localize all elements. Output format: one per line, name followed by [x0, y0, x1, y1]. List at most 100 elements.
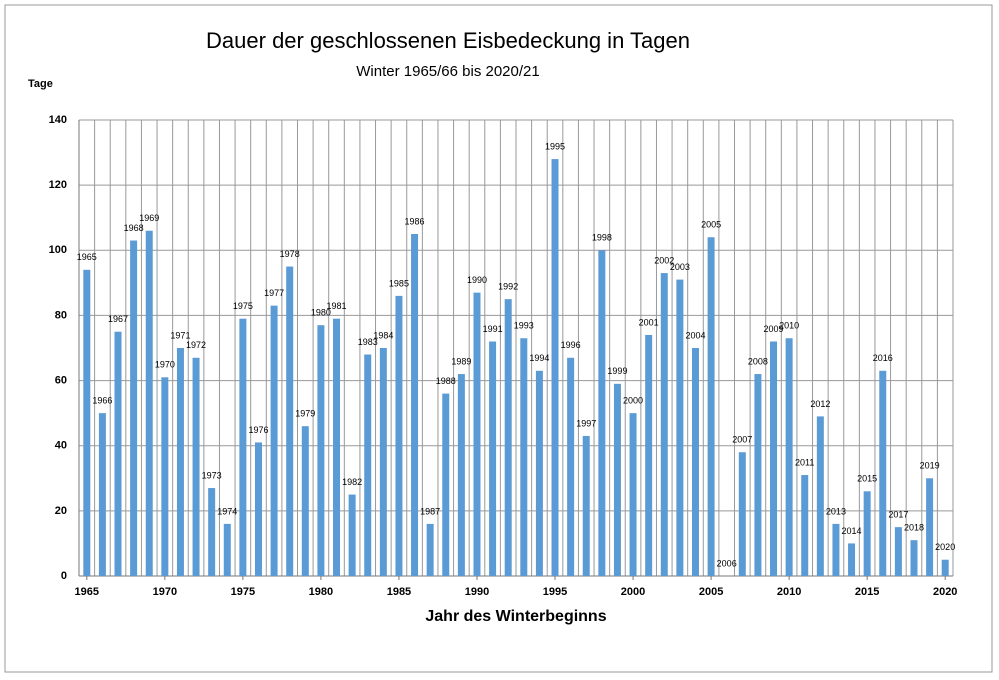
bar-label: 1995	[545, 141, 565, 151]
bar-label: 1983	[358, 337, 378, 347]
bar-label: 2020	[935, 542, 955, 552]
x-tick-label: 1985	[387, 586, 411, 598]
bar	[130, 240, 138, 576]
x-tick-label: 1990	[465, 586, 489, 598]
bar	[598, 250, 606, 577]
x-axis-label: Jahr des Winterbeginns	[425, 608, 606, 625]
bar-label: 1981	[327, 301, 347, 311]
bar	[645, 334, 653, 576]
y-tick-label: 40	[55, 440, 67, 452]
bar	[582, 435, 590, 576]
bar-label: 2006	[717, 558, 737, 568]
bar-label: 2015	[857, 474, 877, 484]
bar	[223, 523, 231, 576]
x-tick-label: 1980	[309, 586, 333, 598]
bar	[629, 413, 637, 576]
bar	[551, 159, 559, 577]
bar	[567, 357, 575, 576]
bar	[863, 491, 871, 576]
bar	[691, 348, 699, 576]
bar	[707, 237, 715, 576]
chart-border	[4, 4, 993, 673]
bar	[535, 370, 543, 576]
x-tick-label: 1975	[231, 586, 255, 598]
x-tick-label: 1970	[153, 586, 177, 598]
bar	[270, 305, 278, 576]
bar	[239, 318, 247, 576]
bar-label: 2007	[732, 435, 752, 445]
bar-label: 1972	[186, 340, 206, 350]
bar	[613, 383, 621, 576]
bar	[114, 331, 122, 576]
x-tick-label: 2015	[855, 586, 879, 598]
bar	[333, 318, 341, 576]
bar	[426, 523, 434, 576]
bar	[926, 478, 934, 576]
bar-label: 1968	[124, 223, 144, 233]
bar	[738, 452, 746, 576]
x-tick-label: 1995	[543, 586, 567, 598]
bar-label: 1984	[373, 330, 393, 340]
bar	[910, 540, 918, 576]
bar-label: 2012	[810, 399, 830, 409]
bar-label: 1969	[139, 213, 159, 223]
bar-label: 2009	[764, 324, 784, 334]
bar-label: 1965	[77, 252, 97, 262]
bar-label: 2011	[795, 457, 814, 467]
bar-label: 2018	[904, 523, 924, 533]
bar	[411, 234, 419, 576]
bar	[676, 279, 684, 576]
bar-label: 1978	[280, 249, 300, 259]
bar-label: 2004	[685, 330, 705, 340]
bar	[754, 374, 762, 576]
bar	[286, 266, 294, 576]
bar-label: 1970	[155, 360, 175, 370]
bar	[816, 416, 824, 576]
x-tick-label: 2000	[621, 586, 645, 598]
bar-label: 1966	[92, 396, 112, 406]
y-tick-label: 0	[61, 570, 67, 582]
bar	[442, 393, 450, 576]
bar-label: 1993	[514, 321, 534, 331]
bar	[254, 442, 262, 576]
bar-label: 1987	[420, 506, 440, 516]
bar-label: 1980	[311, 308, 331, 318]
bar-label: 2003	[670, 262, 690, 272]
bar-label: 1988	[436, 376, 456, 386]
bar-label: 2013	[826, 506, 846, 516]
bar	[879, 370, 887, 576]
bar-label: 1977	[264, 288, 284, 298]
y-tick-label: 60	[55, 374, 67, 386]
x-tick-label: 2020	[933, 586, 957, 598]
bar	[145, 230, 153, 576]
bar-label: 2016	[873, 353, 893, 363]
bar-label: 1986	[405, 216, 425, 226]
bar-label: 2002	[654, 255, 674, 265]
bar	[489, 341, 497, 576]
bar	[504, 299, 512, 576]
bar	[473, 292, 481, 576]
bar-label: 2017	[888, 510, 908, 520]
bar	[520, 338, 528, 576]
bar-label: 1997	[576, 418, 596, 428]
bar	[457, 374, 465, 576]
y-axis-label: Tage	[28, 78, 53, 90]
bar-label: 1989	[451, 356, 471, 366]
bar	[208, 488, 216, 576]
bar-label: 1974	[217, 506, 237, 516]
bar-label: 1998	[592, 233, 612, 243]
bar-label: 1990	[467, 275, 487, 285]
bar-label: 2008	[748, 356, 768, 366]
bar-label: 1979	[295, 409, 315, 419]
bar-label: 1985	[389, 278, 409, 288]
bar-label: 1982	[342, 477, 362, 487]
bar	[364, 354, 372, 576]
bar	[379, 348, 387, 576]
bar-label: 1991	[483, 324, 503, 334]
bar-label: 1973	[202, 470, 222, 480]
bar	[348, 494, 356, 576]
y-tick-label: 100	[49, 244, 67, 256]
x-tick-label: 2010	[777, 586, 801, 598]
bar-label: 1994	[529, 353, 549, 363]
